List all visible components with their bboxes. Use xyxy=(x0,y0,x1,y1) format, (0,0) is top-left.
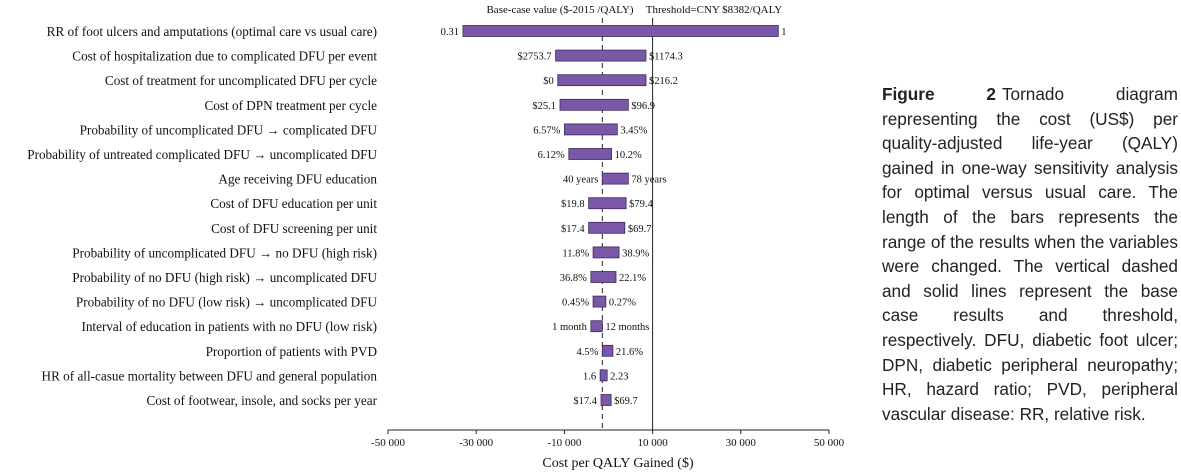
tornado-bar xyxy=(600,394,612,406)
figure-caption: Figure 2 Tornado diagram representing the… xyxy=(882,82,1178,426)
high-value-label: 1 xyxy=(781,27,786,38)
high-value-label: $96.9 xyxy=(631,101,655,112)
high-value-label: 12 months xyxy=(605,322,649,333)
low-value-label: 6.57% xyxy=(533,125,560,136)
variable-label: Probability of uncomplicated DFU → no DF… xyxy=(72,245,377,260)
reference-lines xyxy=(601,18,654,430)
variable-label: RR of foot ulcers and amputations (optim… xyxy=(47,24,377,39)
variable-label: Cost of footwear, insole, and socks per … xyxy=(146,393,377,408)
variable-label: Probability of uncomplicated DFU → compl… xyxy=(80,122,378,137)
high-value-label: 78 years xyxy=(631,175,666,186)
tornado-bar xyxy=(559,98,629,111)
variable-label: Probability of no DFU (low risk) → uncom… xyxy=(76,295,378,310)
high-value-label: 10.2% xyxy=(615,150,642,161)
low-value-label: 36.8% xyxy=(560,273,587,284)
x-tick-label: 30 000 xyxy=(726,437,757,449)
x-axis-title: Cost per QALY Gained ($) xyxy=(542,456,694,471)
tornado-chart: RR of foot ulcers and amputations (optim… xyxy=(27,4,845,471)
x-axis: -50 000 -30 000 -10 000 10 000 30 000 50 000 xyxy=(371,429,845,449)
tornado-bar xyxy=(592,246,620,259)
tornado-bar xyxy=(592,295,607,308)
high-value-label: $216.2 xyxy=(649,76,678,87)
x-tick-label: -30 000 xyxy=(459,437,493,449)
low-value-label: $17.4 xyxy=(561,224,585,235)
tornado-bar xyxy=(555,49,647,62)
high-value-label: 0.27% xyxy=(609,298,636,309)
base-case-label: Base-case value ($-2015 /QALY) xyxy=(486,4,633,16)
x-tick-label: 10 000 xyxy=(637,437,668,449)
low-value-label: $17.4 xyxy=(573,396,597,407)
x-tick-label: -10 000 xyxy=(547,437,581,449)
variable-label: Age receiving DFU education xyxy=(218,172,377,187)
high-value-label: 2.23 xyxy=(610,371,628,382)
low-value-label: 6.12% xyxy=(538,150,565,161)
variable-label: Proportion of patients with PVD xyxy=(206,344,377,359)
tornado-bar xyxy=(590,271,617,283)
figure-label: Figure 2 xyxy=(882,84,996,104)
variable-label: Cost of treatment for uncomplicated DFU … xyxy=(105,73,377,88)
tornado-bar xyxy=(601,344,614,357)
high-value-label: 3.45% xyxy=(620,125,647,136)
variable-label: Probability of untreated complicated DFU… xyxy=(27,147,377,162)
low-value-label: $25.1 xyxy=(532,101,556,112)
low-value-label: $0 xyxy=(543,76,554,87)
tornado-bar xyxy=(599,369,608,382)
low-value-label: 11.8% xyxy=(562,248,589,259)
figure-caption-text: Tornado diagram representing the cost (U… xyxy=(882,84,1178,424)
low-value-label: 1 month xyxy=(552,322,587,333)
high-value-label: $79.4 xyxy=(629,199,653,210)
variable-label: HR of all-casue mortality between DFU an… xyxy=(42,368,378,383)
low-value-label: 0.45% xyxy=(562,298,589,309)
low-value-label: 40 years xyxy=(563,175,598,186)
high-value-label: $69.7 xyxy=(614,396,638,407)
high-value-label: $1174.3 xyxy=(649,52,683,63)
x-tick-label: 50 000 xyxy=(814,437,845,449)
variable-label: Cost of hospitalization due to complicat… xyxy=(72,49,377,64)
threshold-label: Threshold=CNY $8382/QALY xyxy=(646,4,782,16)
bars xyxy=(462,25,779,406)
tornado-bar xyxy=(588,197,627,210)
tornado-bar xyxy=(601,172,629,185)
low-value-label: 4.5% xyxy=(576,347,598,358)
variable-labels: RR of foot ulcers and amputations (optim… xyxy=(27,24,786,408)
tornado-bar xyxy=(564,123,618,136)
tornado-bar xyxy=(568,148,612,160)
variable-label: Cost of DFU screening per unit xyxy=(211,221,377,236)
variable-label: Interval of education in patients with n… xyxy=(81,319,377,334)
low-value-label: 0.31 xyxy=(441,27,459,38)
high-value-label: 22.1% xyxy=(619,273,646,284)
high-value-label: $69.7 xyxy=(628,224,652,235)
low-value-label: $19.8 xyxy=(561,199,585,210)
high-value-label: 21.6% xyxy=(616,347,643,358)
tornado-bar xyxy=(590,320,603,333)
high-value-label: 38.9% xyxy=(622,248,649,259)
tornado-bar xyxy=(462,25,779,37)
x-tick-label: -50 000 xyxy=(371,437,405,449)
variable-label: Cost of DPN treatment per cycle xyxy=(205,98,378,113)
tornado-bar xyxy=(588,221,626,234)
tornado-bar xyxy=(557,74,647,87)
low-value-label: $2753.7 xyxy=(517,52,551,63)
variable-label: Cost of DFU education per unit xyxy=(210,196,377,211)
low-value-label: 1.6 xyxy=(583,371,596,382)
variable-label: Probability of no DFU (high risk) → unco… xyxy=(72,270,377,285)
